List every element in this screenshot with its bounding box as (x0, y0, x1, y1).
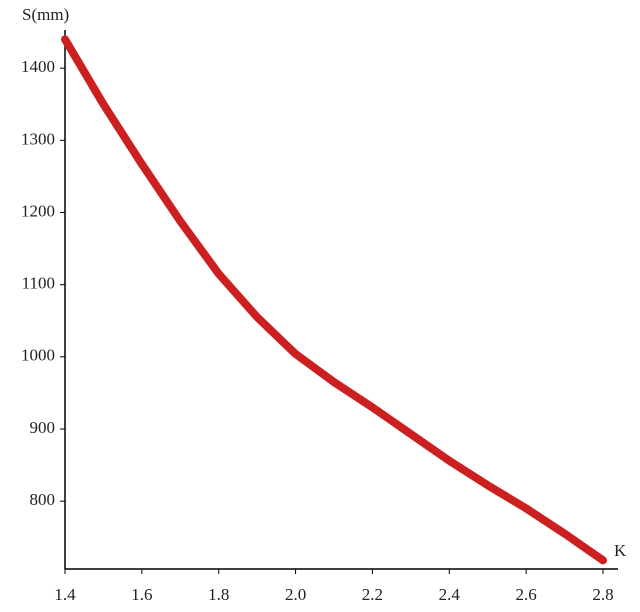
x-tick-label: 2.8 (592, 585, 613, 604)
x-tick-label: 2.6 (516, 585, 537, 604)
y-tick-label: 1100 (22, 274, 55, 293)
y-tick-label: 1300 (21, 129, 55, 148)
data-line (61, 35, 607, 565)
x-tick-label: 2.0 (285, 585, 306, 604)
y-axis-label: S(mm) (22, 5, 69, 24)
x-tick-label: 1.4 (54, 585, 76, 604)
y-tick-label: 900 (30, 418, 56, 437)
y-tick-label: 800 (30, 490, 56, 509)
x-tick-label: 2.4 (439, 585, 461, 604)
x-tick-label: 2.2 (362, 585, 383, 604)
y-tick-label: 1400 (21, 57, 55, 76)
y-tick-label: 1200 (21, 201, 55, 220)
x-tick-label: 1.8 (208, 585, 229, 604)
x-axis-label: K (614, 541, 627, 560)
y-tick-label: 1000 (21, 346, 55, 365)
x-tick-label: 1.6 (131, 585, 152, 604)
